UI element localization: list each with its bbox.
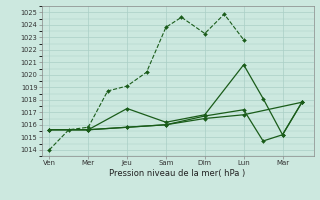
X-axis label: Pression niveau de la mer( hPa ): Pression niveau de la mer( hPa ) [109, 169, 246, 178]
